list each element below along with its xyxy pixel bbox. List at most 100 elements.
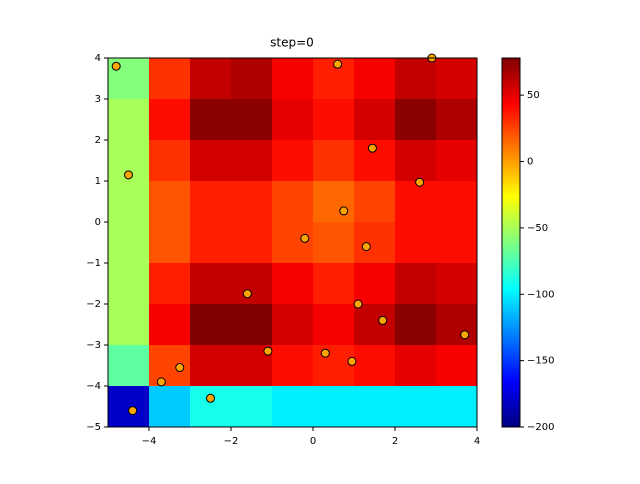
heatmap-cell <box>395 181 437 223</box>
scatter-point <box>124 170 133 180</box>
heatmap-cell <box>313 140 355 182</box>
scatter-point <box>367 143 377 153</box>
scatter-point <box>460 330 470 340</box>
heatmap-cell <box>436 58 477 100</box>
heatmap-cell <box>354 304 396 346</box>
heatmap-cell <box>436 99 477 141</box>
heatmap-cell <box>354 181 396 223</box>
heatmap-cell <box>395 58 437 100</box>
heatmap-cell <box>272 222 314 264</box>
heatmap-cell <box>231 222 273 264</box>
heatmap-cell <box>354 222 396 264</box>
y-tick-label: −1 <box>86 258 101 269</box>
heatmap-cell <box>231 58 273 100</box>
colorbar-tick-label: 50 <box>527 90 540 101</box>
heatmap-cell <box>436 140 477 182</box>
heatmap-cell <box>395 140 437 182</box>
heatmap-cell <box>149 386 191 427</box>
scatter-point <box>320 348 330 358</box>
colorbar-tick-label: 0 <box>527 157 533 168</box>
heatmap-cell <box>272 181 314 223</box>
heatmap-cell <box>436 345 477 387</box>
heatmap-cell <box>272 304 314 346</box>
heatmap-cell <box>190 222 232 264</box>
heatmap-cell <box>149 58 191 100</box>
plot-frame <box>107 57 478 428</box>
scatter-point <box>347 356 357 366</box>
heatmap-cell <box>190 386 232 427</box>
heatmap-cell <box>108 345 150 387</box>
heatmap-cell <box>354 99 396 141</box>
chart-title: step=0 <box>270 36 314 50</box>
heatmap-cell <box>354 58 396 100</box>
scatter-point <box>242 289 252 299</box>
heatmap-cell <box>190 58 232 100</box>
heatmap-cell <box>108 99 150 141</box>
heatmap-cell <box>436 263 477 305</box>
heatmap-cell <box>190 181 232 223</box>
heatmap-cell <box>313 304 355 346</box>
heatmap-cell <box>231 304 273 346</box>
x-tick-label: 0 <box>310 436 316 447</box>
scatter-point <box>361 242 371 252</box>
heatmap-cell <box>190 345 232 387</box>
heatmap <box>108 58 477 427</box>
heatmap-cell <box>272 345 314 387</box>
scatter-point <box>300 233 310 243</box>
heatmap-cell <box>108 304 150 346</box>
scatter-point <box>156 377 166 387</box>
heatmap-cell <box>395 99 437 141</box>
y-tick-label: −5 <box>86 422 101 433</box>
heatmap-cell <box>313 181 355 223</box>
y-tick-label: 1 <box>95 176 101 187</box>
heatmap-cell <box>149 345 191 387</box>
heatmap-cell <box>149 99 191 141</box>
x-tick-label: −4 <box>142 436 157 447</box>
x-tick-label: 4 <box>474 436 480 447</box>
heatmap-cell <box>272 386 314 427</box>
heatmap-cell <box>436 304 477 346</box>
heatmap-cell <box>108 222 150 264</box>
x-tick-label: 2 <box>392 436 398 447</box>
heatmap-cell <box>231 386 273 427</box>
y-tick-label: −3 <box>86 340 101 351</box>
y-tick-label: 3 <box>95 94 101 105</box>
heatmap-cell <box>272 140 314 182</box>
x-tick-label: −2 <box>224 436 239 447</box>
heatmap-cell <box>108 263 150 305</box>
heatmap-cell <box>354 345 396 387</box>
heatmap-cell <box>149 263 191 305</box>
heatmap-cell <box>272 99 314 141</box>
heatmap-cell <box>395 263 437 305</box>
heatmap-cell <box>231 263 273 305</box>
scatter-point <box>206 393 215 403</box>
scatter-point <box>378 315 388 325</box>
heatmap-cell <box>436 222 477 264</box>
heatmap-cell <box>108 181 150 223</box>
y-tick-label: −2 <box>86 299 101 310</box>
heatmap-cell <box>395 345 437 387</box>
colorbar-tick-label: −200 <box>527 422 554 433</box>
scatter-point <box>333 59 343 69</box>
colorbar-tick-label: −100 <box>527 289 554 300</box>
heatmap-cell <box>313 99 355 141</box>
heatmap-cell <box>190 140 232 182</box>
heatmap-cell <box>272 263 314 305</box>
colorbar-tick-label: −50 <box>527 223 548 234</box>
heatmap-cell <box>313 263 355 305</box>
heatmap-cell <box>190 99 232 141</box>
y-tick-label: 0 <box>95 217 101 228</box>
heatmap-cell <box>149 140 191 182</box>
heatmap-cell <box>436 386 477 427</box>
heatmap-cell <box>354 263 396 305</box>
heatmap-cell <box>395 222 437 264</box>
scatter-point <box>339 206 349 216</box>
scatter-point <box>175 363 185 373</box>
y-tick-label: 4 <box>95 53 101 64</box>
heatmap-cell <box>354 386 396 427</box>
heatmap-cell <box>149 222 191 264</box>
heatmap-cell <box>231 140 273 182</box>
heatmap-cell <box>313 345 355 387</box>
heatmap-cell <box>108 386 150 427</box>
